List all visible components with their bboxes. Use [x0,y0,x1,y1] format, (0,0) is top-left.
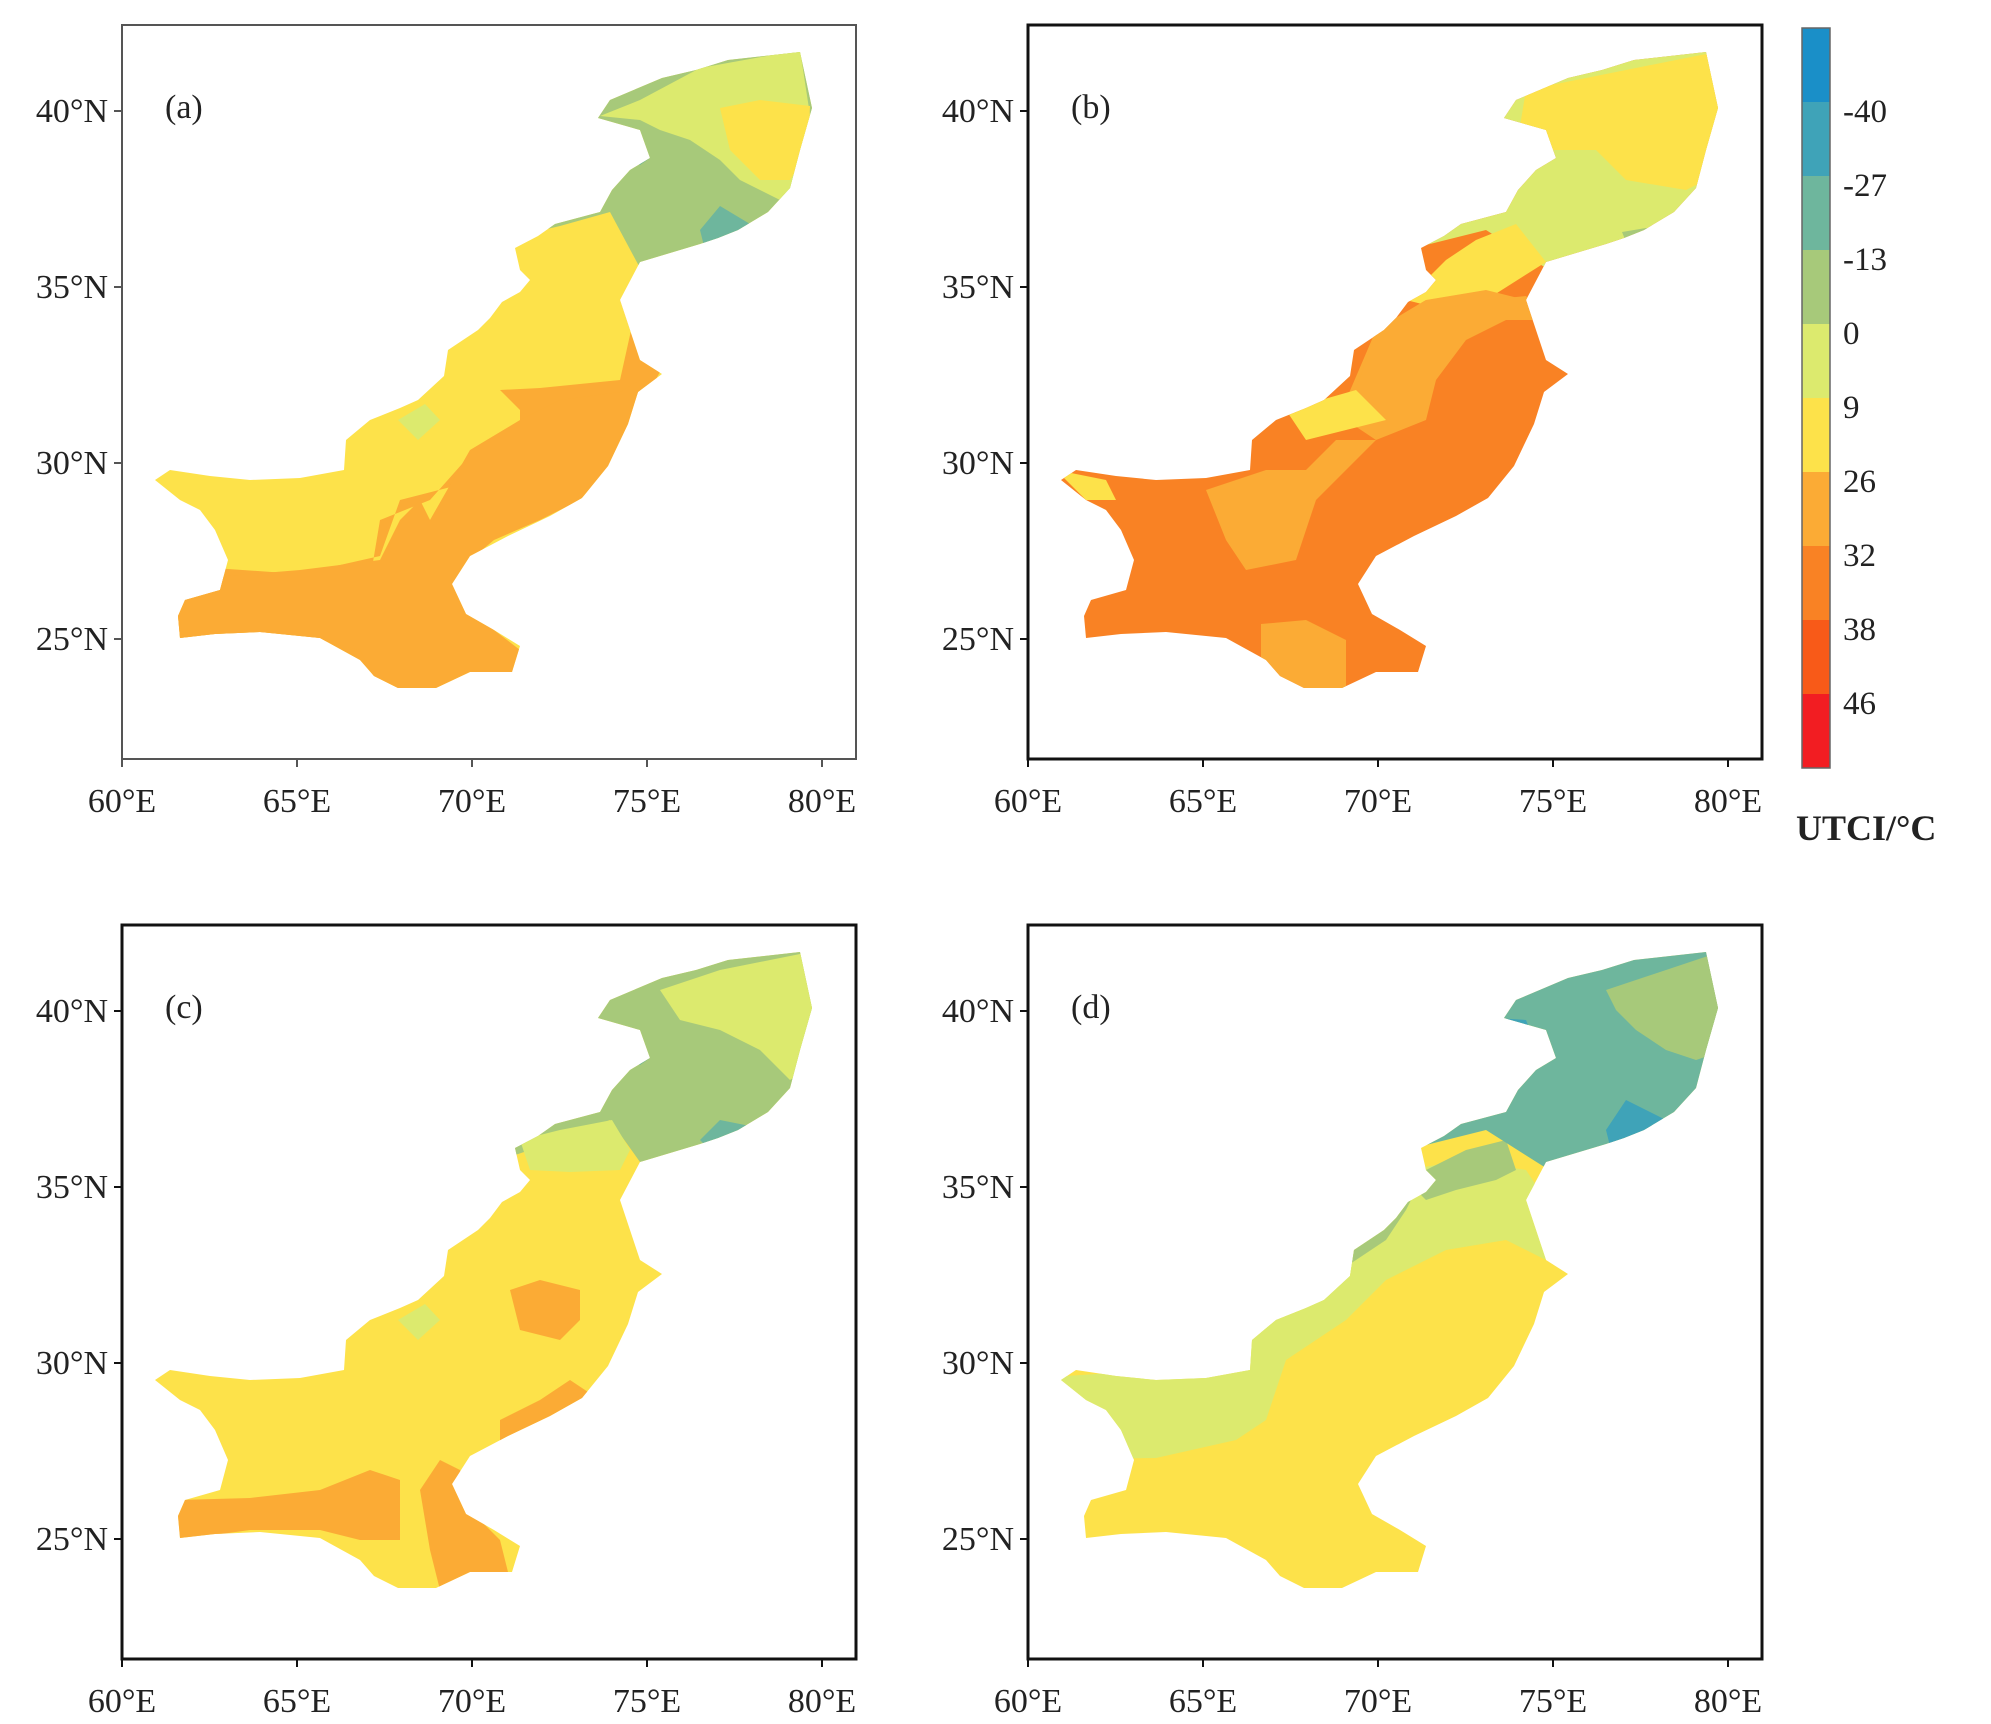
colorbar-tick-labels: -40 -27 -13 0 9 26 32 38 46 [1843,94,1887,722]
y-tick-label: 35°N [36,269,108,306]
colorbar-tick-label: 32 [1843,538,1876,574]
colorbar-tick-label: 26 [1843,464,1876,500]
x-tick-label: 70°E [1344,1683,1412,1720]
colorbar-swatch [1802,620,1830,695]
x-tick-label: 60°E [88,783,156,820]
colorbar-swatch [1802,250,1830,325]
panel-label: (c) [165,989,203,1026]
x-axis: 60°E 65°E 70°E 75°E 80°E [88,1659,856,1720]
colorbar-swatch [1802,102,1830,177]
utci-regions [155,952,812,1588]
x-tick-label: 75°E [613,1683,681,1720]
colorbar-tick-label: 46 [1843,686,1876,722]
colorbar-tick-label: 0 [1843,316,1860,352]
y-tick-label: 30°N [942,445,1014,482]
x-tick-label: 65°E [1169,783,1237,820]
y-tick-label: 30°N [36,1345,108,1382]
y-tick-label: 35°N [942,1169,1014,1206]
colorbar-swatch [1802,176,1830,251]
colorbar-title: UTCI/°C [1796,808,1936,848]
y-tick-label: 40°N [36,93,108,130]
y-tick-label: 40°N [942,93,1014,130]
x-axis: 60°E 65°E 70°E 75°E 80°E [88,759,856,820]
y-tick-label: 30°N [36,445,108,482]
colorbar-legend: -40 -27 -13 0 9 26 32 38 46 UTCI/°C [1796,27,1936,848]
y-axis: 40°N 35°N 30°N 25°N [36,993,122,1558]
y-axis: 40°N 35°N 30°N 25°N [942,93,1028,658]
x-tick-label: 65°E [263,783,331,820]
y-tick-label: 30°N [942,1345,1014,1382]
x-tick-label: 80°E [788,783,856,820]
map-panel-a: (a) 60°E 65°E 70°E 75°E 80°E 40°N 3 [36,24,857,820]
utci-regions [155,52,812,688]
colorbar-swatch [1802,324,1830,399]
y-tick-label: 40°N [942,993,1014,1030]
colorbar-tick-label: -27 [1843,168,1887,204]
colorbar-tick-label: 38 [1843,612,1876,648]
y-axis: 40°N 35°N 30°N 25°N [942,993,1028,1558]
colorbar-swatch [1802,694,1830,769]
x-tick-label: 70°E [1344,783,1412,820]
x-axis: 60°E 65°E 70°E 75°E 80°E [994,1659,1762,1720]
y-tick-label: 40°N [36,993,108,1030]
map-panel-b: (b) 60°E 65°E 70°E 75°E 80°E [942,23,1764,820]
x-tick-label: 60°E [88,1683,156,1720]
colorbar-tick-label: -40 [1843,94,1887,130]
x-tick-label: 80°E [1694,1683,1762,1720]
plot-frame [1026,23,1764,761]
y-axis: 40°N 35°N 30°N 25°N [36,93,122,658]
colorbar-swatch [1802,398,1830,473]
colorbar-tick-label: -13 [1843,242,1887,278]
colorbar-tick-label: 9 [1843,390,1860,426]
x-tick-label: 60°E [994,1683,1062,1720]
x-tick-label: 75°E [613,783,681,820]
colorbar-swatch [1802,546,1830,621]
y-tick-label: 35°N [942,269,1014,306]
x-tick-label: 75°E [1519,1683,1587,1720]
map-panel-c: (c) 60°E 65°E 70°E 75°E 80°E [36,923,858,1720]
utci-regions [1061,952,1718,1588]
y-tick-label: 25°N [36,621,108,658]
colorbar-frame [1801,27,1831,769]
panel-label: (d) [1071,989,1111,1026]
x-tick-label: 75°E [1519,783,1587,820]
plot-frame [120,923,858,1661]
x-tick-label: 80°E [788,1683,856,1720]
x-tick-label: 70°E [438,1683,506,1720]
x-tick-label: 65°E [263,1683,331,1720]
y-tick-label: 25°N [942,621,1014,658]
y-tick-label: 25°N [36,1521,108,1558]
x-tick-label: 65°E [1169,1683,1237,1720]
panel-label: (a) [165,89,203,126]
colorbar-swatch [1802,28,1830,103]
utci-regions [1061,52,1718,688]
x-tick-label: 80°E [1694,783,1762,820]
x-tick-label: 60°E [994,783,1062,820]
map-panel-d: (d) 60°E 65°E 70°E 75°E 80°E 40°N 3 [942,923,1764,1720]
plot-frame [121,24,857,760]
y-tick-label: 25°N [942,1521,1014,1558]
colorbar-swatch [1802,472,1830,547]
panel-label: (b) [1071,89,1111,126]
plot-frame [1026,923,1764,1661]
x-axis: 60°E 65°E 70°E 75°E 80°E [994,759,1762,820]
colorbar-swatches [1802,28,1830,769]
x-tick-label: 70°E [438,783,506,820]
y-tick-label: 35°N [36,1169,108,1206]
